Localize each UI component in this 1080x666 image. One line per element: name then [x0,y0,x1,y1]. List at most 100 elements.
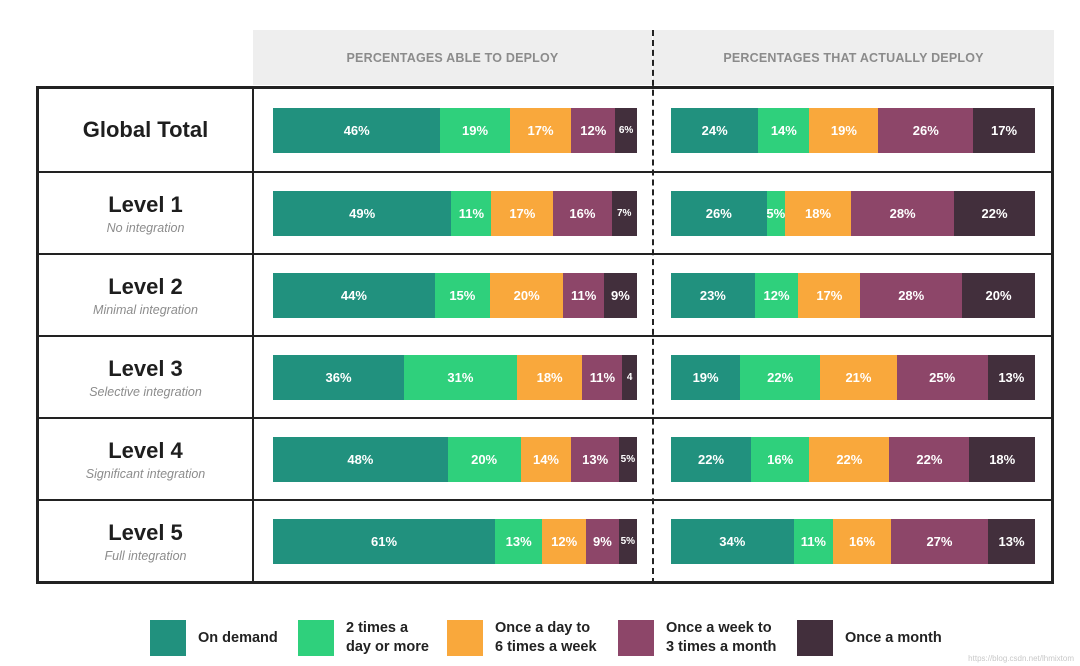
panel-divider [652,30,654,584]
bar-segment-once-week: 11% [582,354,623,400]
bar-segment-once-month: 22% [954,190,1035,236]
bar-segment-once-week: 12% [571,107,616,153]
row-title: Global Total [82,117,209,142]
bar-segment-two-times-day: 19% [440,107,510,153]
row-subtitle: Selective integration [89,384,202,399]
bar-segment-once-day: 21% [820,354,897,400]
legend-label: On demand [198,629,278,646]
row-title: Level 2 [108,273,183,299]
legend-label: Once a month [845,629,942,646]
row-level-5: Level 5 Full integration 61% 13% 12% 9% 5% 34% 1… [39,499,1051,581]
bar-segment-once-week: 28% [851,190,955,236]
row-title: Level 4 [108,437,183,463]
bar-segment-once-day: 19% [809,107,879,153]
legend-swatch [150,620,186,656]
able-stacked-bar: 61% 13% 12% 9% 5% [273,518,637,564]
bar-segment-once-day: 16% [833,518,891,564]
bar-segment-on-demand: 34% [671,518,794,564]
bar-segment-once-month: 7% [611,190,637,236]
bar-segment-on-demand: 46% [273,107,441,153]
bar-segment-once-day: 17% [491,190,554,236]
bar-segment-on-demand: 44% [273,272,435,318]
actual-stacked-bar: 22% 16% 22% 22% 18% [671,436,1035,482]
bar-segment-once-week: 13% [571,436,619,482]
bar-segment-two-times-day: 12% [754,272,799,318]
row-global-total: Global Total 46% 19% 17% 12% 6% 24% 14% 19% 26% 17… [39,89,1051,171]
able-stacked-bar: 44% 15% 20% 11% 9% [273,272,637,318]
able-stacked-bar: 48% 20% 14% 13% 5% [273,436,637,482]
row-label: Level 3 Selective integration [39,337,254,417]
actual-stacked-bar: 23% 12% 17% 28% 20% [671,272,1035,318]
bar-segment-on-demand: 19% [671,354,741,400]
able-stacked-bar: 46% 19% 17% 12% 6% [273,107,637,153]
bar-segment-on-demand: 49% [273,190,452,236]
row-title: Level 1 [108,191,183,217]
row-title: Level 5 [108,519,183,545]
bar-segment-once-day: 14% [520,436,572,482]
bar-segment-two-times-day: 31% [404,354,517,400]
legend-item-once-month: Once a month [797,615,942,661]
bar-segment-once-day: 18% [516,354,583,400]
legend-swatch [618,620,654,656]
row-level-1: Level 1 No integration 49% 11% 17% 16% 7% 26% 5%… [39,171,1051,253]
actual-stacked-bar: 24% 14% 19% 26% 17% [671,107,1035,153]
bar-segment-two-times-day: 14% [758,107,810,153]
able-stacked-bar: 49% 11% 17% 16% 7% [273,190,637,236]
legend-swatch [797,620,833,656]
bar-segment-once-month: 5% [618,518,637,564]
bar-segment-once-week: 11% [563,272,604,318]
bar-segment-on-demand: 36% [273,354,405,400]
row-label: Level 2 Minimal integration [39,255,254,335]
legend-label: Once a day to 6 times a week [495,620,597,655]
bar-segment-two-times-day: 5% [766,190,785,236]
legend-swatch [298,620,334,656]
bar-segment-once-month: 13% [987,354,1035,400]
row-subtitle: No integration [106,220,185,235]
row-subtitle: Full integration [104,548,187,563]
bar-segment-once-month: 6% [615,107,637,153]
bar-segment-two-times-day: 11% [451,190,492,236]
bar-segment-two-times-day: 13% [495,518,543,564]
actual-stacked-bar: 26% 5% 18% 28% 22% [671,190,1035,236]
bar-segment-once-month: 20% [962,272,1035,318]
bar-segment-two-times-day: 20% [447,436,521,482]
bar-segment-once-month: 17% [973,107,1035,153]
legend: On demand 2 times a day or more Once a day… [0,615,1080,661]
bar-segment-once-week: 27% [890,518,989,564]
row-subtitle: Minimal integration [93,302,198,317]
header-actually-deploy: PERCENTAGES THAT ACTUALLY DEPLOY [653,30,1054,85]
bar-segment-once-day: 18% [784,190,852,236]
bar-segment-two-times-day: 11% [793,518,834,564]
bar-segment-once-week: 26% [878,107,974,153]
actual-stacked-bar: 34% 11% 16% 27% 13% [671,518,1035,564]
bar-segment-two-times-day: 16% [751,436,810,482]
legend-item-once-week: Once a week to 3 times a month [618,615,776,661]
legend-label: 2 times a day or more [346,620,429,655]
chart-table: Global Total 46% 19% 17% 12% 6% 24% 14% 19% 26% 17… [36,86,1054,584]
legend-swatch [447,620,483,656]
legend-label: Once a week to 3 times a month [666,620,777,655]
bar-segment-once-month: 9% [603,272,637,318]
bar-segment-on-demand: 48% [273,436,448,482]
row-label: Global Total [39,89,254,171]
bar-segment-on-demand: 23% [671,272,755,318]
bar-segment-once-month: 5% [618,436,637,482]
bar-segment-once-day: 22% [809,436,890,482]
able-stacked-bar: 36% 31% 18% 11% 4 [273,354,637,400]
row-level-2: Level 2 Minimal integration 44% 15% 20% 11% 9%… [39,253,1051,335]
row-level-4: Level 4 Significant integration 48% 20% 14% 1… [39,417,1051,499]
row-level-3: Level 3 Selective integration 36% 31% 18% 11%… [39,335,1051,417]
bar-segment-once-month: 18% [969,436,1035,482]
bar-segment-on-demand: 22% [671,436,752,482]
bar-segment-once-week: 16% [553,190,612,236]
bar-segment-once-week: 28% [860,272,963,318]
legend-item-on-demand: On demand [150,615,278,661]
bar-segment-on-demand: 26% [671,190,767,236]
bar-segment-once-day: 12% [542,518,587,564]
bar-segment-once-week: 9% [586,518,619,564]
bar-segment-once-day: 17% [509,107,572,153]
bar-segment-on-demand: 61% [273,518,496,564]
bar-segment-once-month: 4 [622,354,637,400]
legend-item-two-times-day: 2 times a day or more [298,615,429,661]
bar-segment-once-week: 22% [889,436,970,482]
